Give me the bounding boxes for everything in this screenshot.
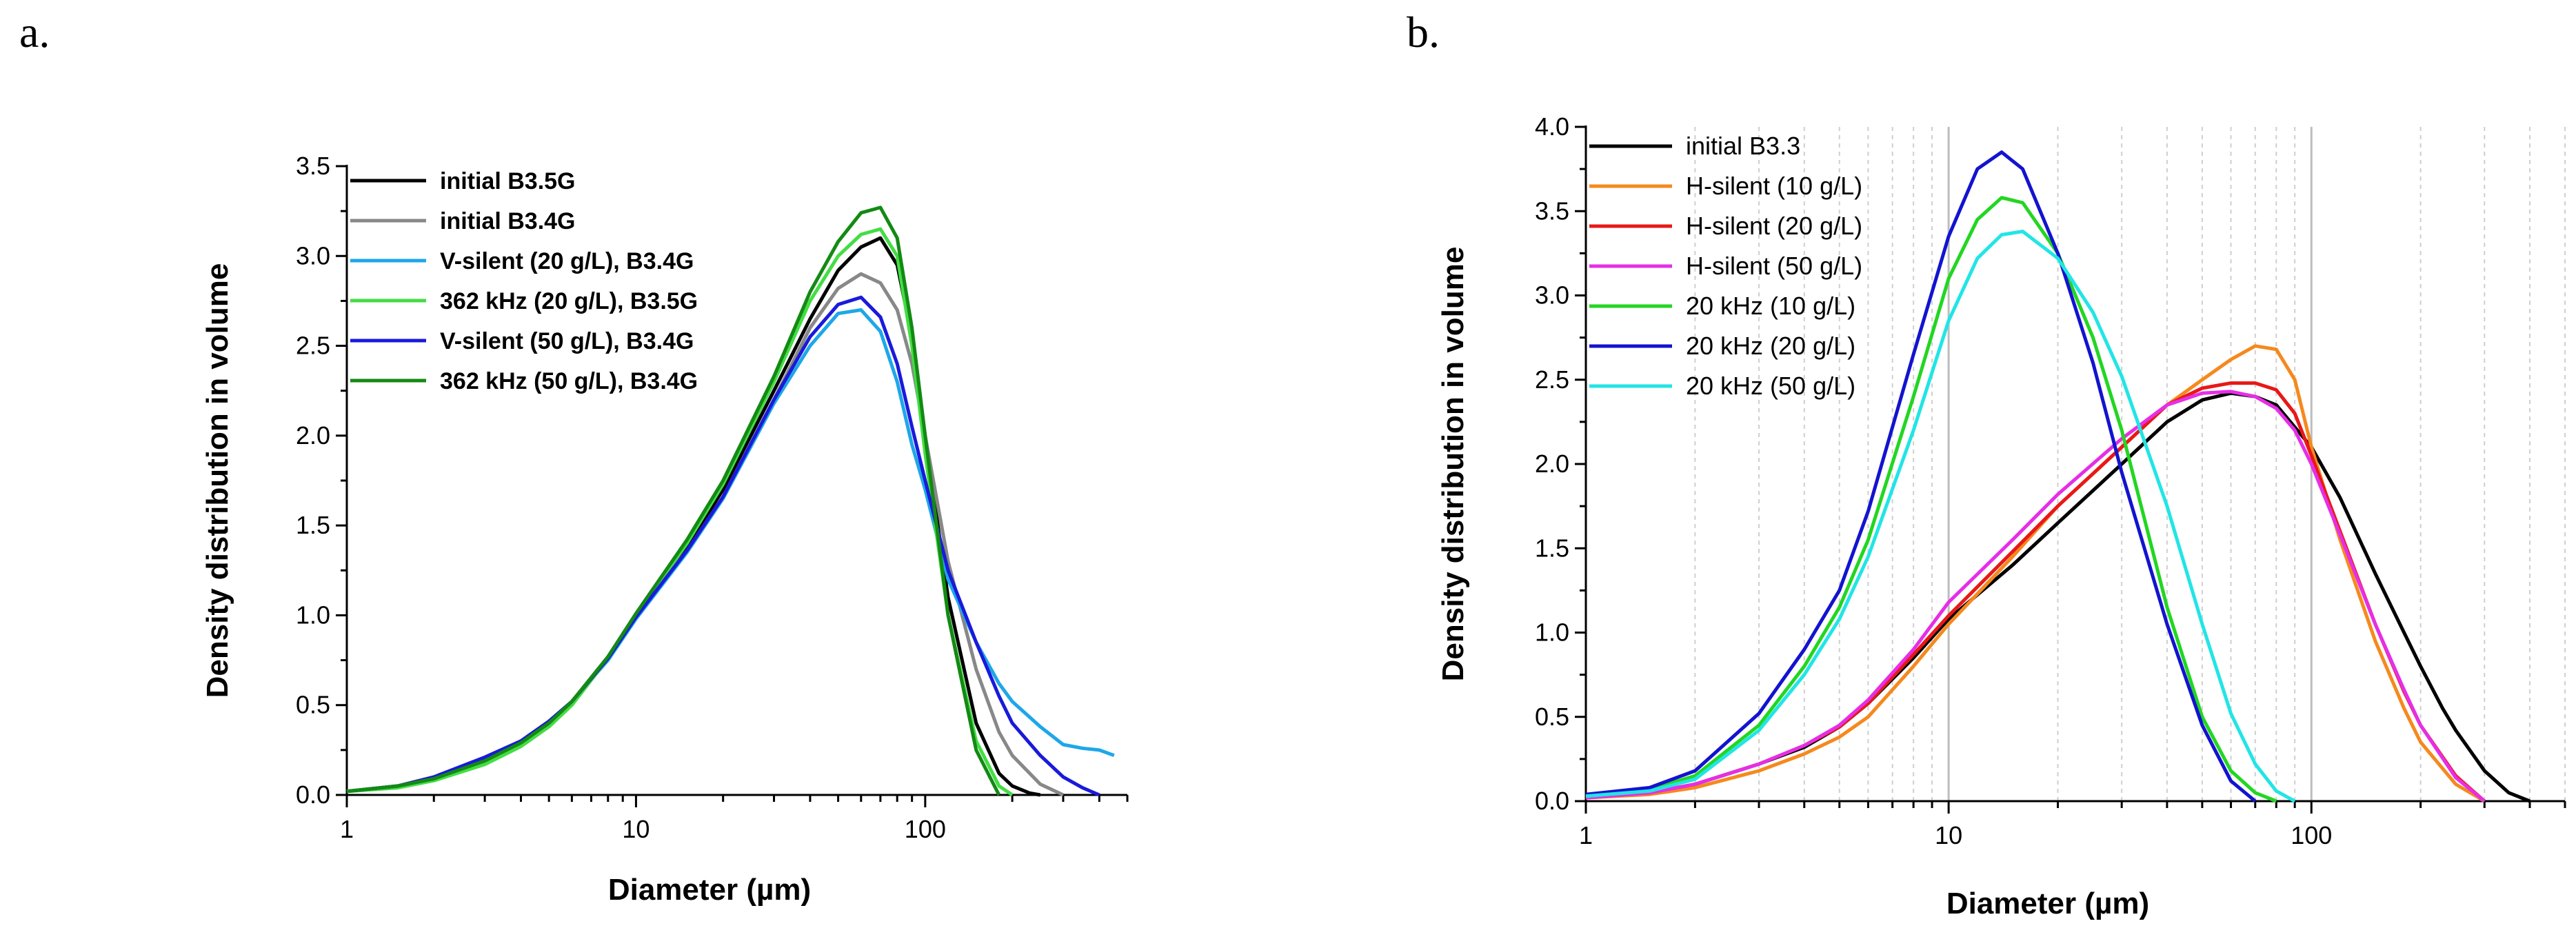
y-tick-label: 2.0 <box>1535 450 1569 478</box>
x-tick-label: 10 <box>622 815 650 843</box>
y-tick-label: 3.5 <box>296 152 330 180</box>
y-tick-label: 3.0 <box>296 241 330 270</box>
y-tick-label: 3.5 <box>1535 196 1569 225</box>
y-tick-label: 1.0 <box>296 601 330 629</box>
series-line-3 <box>1585 381 2486 803</box>
series-line-6 <box>1585 150 2257 803</box>
y-tick-label: 2.0 <box>296 421 330 450</box>
y-tick-label: 2.5 <box>1535 365 1569 394</box>
y-tick-label: 0.0 <box>1535 787 1569 815</box>
y-tick-label: 1.5 <box>1535 534 1569 562</box>
x-axis-label: Diameter (µm) <box>1946 887 2149 920</box>
series-line-5 <box>1585 196 2277 803</box>
y-axis-label: Density distribution in volume <box>201 263 234 698</box>
series-line-6 <box>346 205 1001 796</box>
panel-label-b: b. <box>1407 8 1440 57</box>
legend-label: H-silent (10 g/L) <box>1686 172 1862 200</box>
x-axis-label: Diameter (µm) <box>608 873 811 907</box>
legend-label: initial B3.4G <box>440 208 576 234</box>
legend-label: 362 kHz (50 g/L), B3.4G <box>440 368 698 394</box>
legend-label: initial B3.3 <box>1686 132 1800 160</box>
x-tick-label: 1 <box>340 815 354 843</box>
series-line-4 <box>1585 390 2486 803</box>
x-tick-label: 100 <box>2291 821 2332 849</box>
y-tick-label: 4.0 <box>1535 112 1569 141</box>
y-tick-label: 0.5 <box>1535 703 1569 731</box>
chart-b: 0.0 0.5 1.0 1.5 2.0 2.5 3.0 3.5 4.0 1 10 100 Diamete… <box>1436 112 2566 920</box>
y-tick-label: 1.0 <box>1535 618 1569 647</box>
y-tick-label: 0.0 <box>296 780 330 809</box>
legend-label: H-silent (20 g/L) <box>1686 212 1862 240</box>
legend-label: 20 kHz (50 g/L) <box>1686 372 1855 400</box>
y-axis-label: Density distribution in volume <box>1436 247 1470 682</box>
x-tick-label: 100 <box>905 815 946 843</box>
x-tick-label: 10 <box>1935 821 1962 849</box>
series-line-7 <box>1585 230 2296 803</box>
legend-label: V-silent (20 g/L), B3.4G <box>440 248 694 274</box>
legend-label: 20 kHz (10 g/L) <box>1686 292 1855 320</box>
legend-label: 20 kHz (20 g/L) <box>1686 332 1855 360</box>
y-tick-label: 2.5 <box>296 332 330 360</box>
legend-label: H-silent (50 g/L) <box>1686 252 1862 280</box>
y-tick-label: 0.5 <box>296 691 330 719</box>
legend-label: initial B3.5G <box>440 168 576 194</box>
y-tick-label: 1.5 <box>296 511 330 539</box>
legend-label: V-silent (50 g/L), B3.4G <box>440 328 694 354</box>
x-tick-label: 1 <box>1579 821 1593 849</box>
y-tick-label: 3.0 <box>1535 281 1569 310</box>
chart-a: 0.0 0.5 1.0 1.5 2.0 2.5 3.0 3.5 1 10 100 Diameter (… <box>201 152 1129 907</box>
legend-label: 362 kHz (20 g/L), B3.5G <box>440 288 698 314</box>
panel-label-a: a. <box>19 8 50 57</box>
series-line-2 <box>1585 344 2486 803</box>
